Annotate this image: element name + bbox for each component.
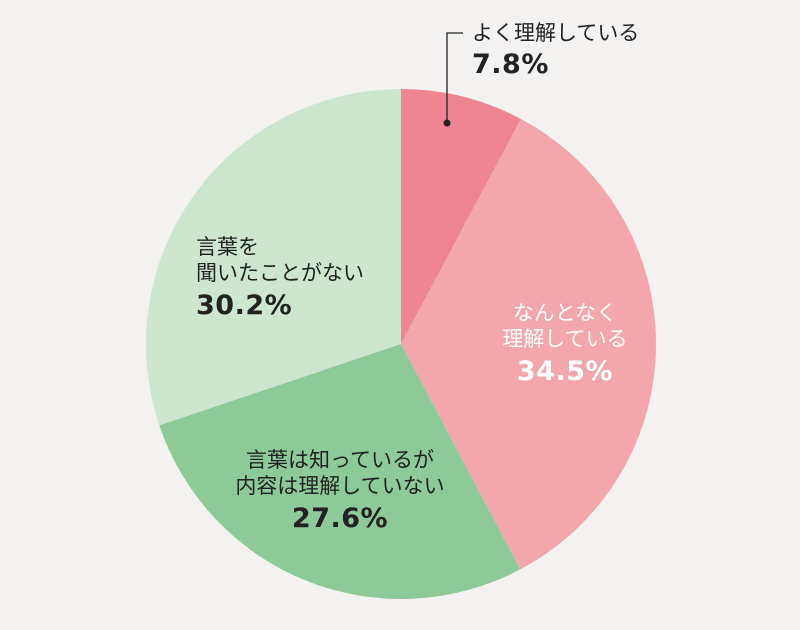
slice-label-2: 言葉は知っているが 内容は理解していない 27.6% (215, 447, 465, 535)
pie-slice-1 (401, 118, 656, 570)
slice-3-name-line-0: 言葉を (196, 235, 259, 259)
slice-2-name-line-1: 内容は理解していない (235, 474, 445, 499)
slice-label-3: 言葉を 聞いたことがない 30.2% (196, 234, 364, 322)
slice-label-1: なんとなく 理解している 34.5% (470, 300, 660, 388)
callout-leader-line (446, 32, 463, 123)
slice-label-0: よく理解している 7.8% (472, 20, 639, 82)
slice-0-value: 7.8% (472, 49, 549, 81)
slice-1-value: 34.5% (516, 355, 614, 387)
pie-slice-0 (401, 89, 521, 344)
slice-1-name-line-0: なんとなく (512, 301, 618, 325)
slice-3-value: 30.2% (196, 289, 293, 321)
pie-slice-3 (146, 89, 401, 426)
callout-dot (443, 119, 451, 127)
slice-2-name-line-0: 言葉は知っているが (246, 448, 434, 472)
pie-slice-2 (159, 344, 521, 599)
slice-0-name-line-0: よく理解している (472, 21, 640, 45)
slice-3-name-line-1: 聞いたことがない (196, 261, 364, 286)
slice-2-value: 27.6% (291, 502, 389, 534)
slice-1-name-line-1: 理解している (502, 327, 628, 352)
